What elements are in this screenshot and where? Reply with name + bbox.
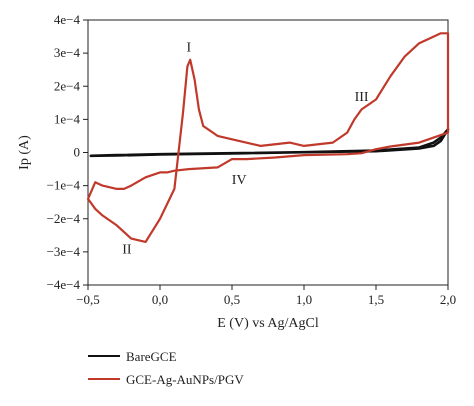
y-tick-label: 0 <box>74 145 81 160</box>
y-tick-label: −1e−4 <box>47 178 81 193</box>
x-tick-label: −0,5 <box>76 292 100 307</box>
axis-ticks: −0,5 0,0 0,5 1,0 1,5 2,0 4e−4 3e−4 2e−4 1e−4 0 −1e−… <box>47 12 457 307</box>
x-tick-label: 0,5 <box>224 292 240 307</box>
y-tick-label: 2e−4 <box>54 78 81 93</box>
peak-label: III <box>355 90 369 105</box>
y-tick-label: 1e−4 <box>54 111 81 126</box>
legend-label-baregce: BareGCE <box>126 349 177 364</box>
x-tick-label: 1,0 <box>296 292 312 307</box>
y-axis-label: Ip (A) <box>17 135 32 170</box>
x-tick-label: 2,0 <box>440 292 456 307</box>
y-tick-label: −2e−4 <box>47 211 81 226</box>
y-tick-label: 3e−4 <box>54 45 81 60</box>
x-axis-label: E (V) vs Ag/AgCl <box>217 316 319 331</box>
legend: BareGCE GCE-Ag-AuNPs/PGV <box>88 349 244 387</box>
series-lines <box>86 32 450 243</box>
y-tick-label: −4e−4 <box>47 277 81 292</box>
y-tick-label: 4e−4 <box>54 12 81 27</box>
series-line-gce-ag-aunps-pgv <box>86 32 450 243</box>
y-tick-label: −3e−4 <box>47 244 81 259</box>
peak-label: II <box>122 243 132 258</box>
peak-label: IV <box>232 173 247 188</box>
legend-label-gce-ag-aunps-pgv: GCE-Ag-AuNPs/PGV <box>126 372 244 387</box>
series-line-baregce <box>89 128 450 158</box>
x-tick-label: 1,5 <box>368 292 384 307</box>
peak-label: I <box>186 40 191 55</box>
x-tick-label: 0,0 <box>152 292 168 307</box>
